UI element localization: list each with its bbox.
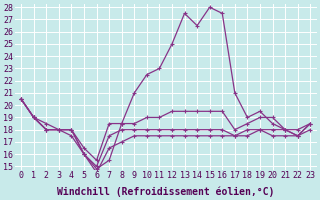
X-axis label: Windchill (Refroidissement éolien,°C): Windchill (Refroidissement éolien,°C) bbox=[57, 186, 274, 197]
